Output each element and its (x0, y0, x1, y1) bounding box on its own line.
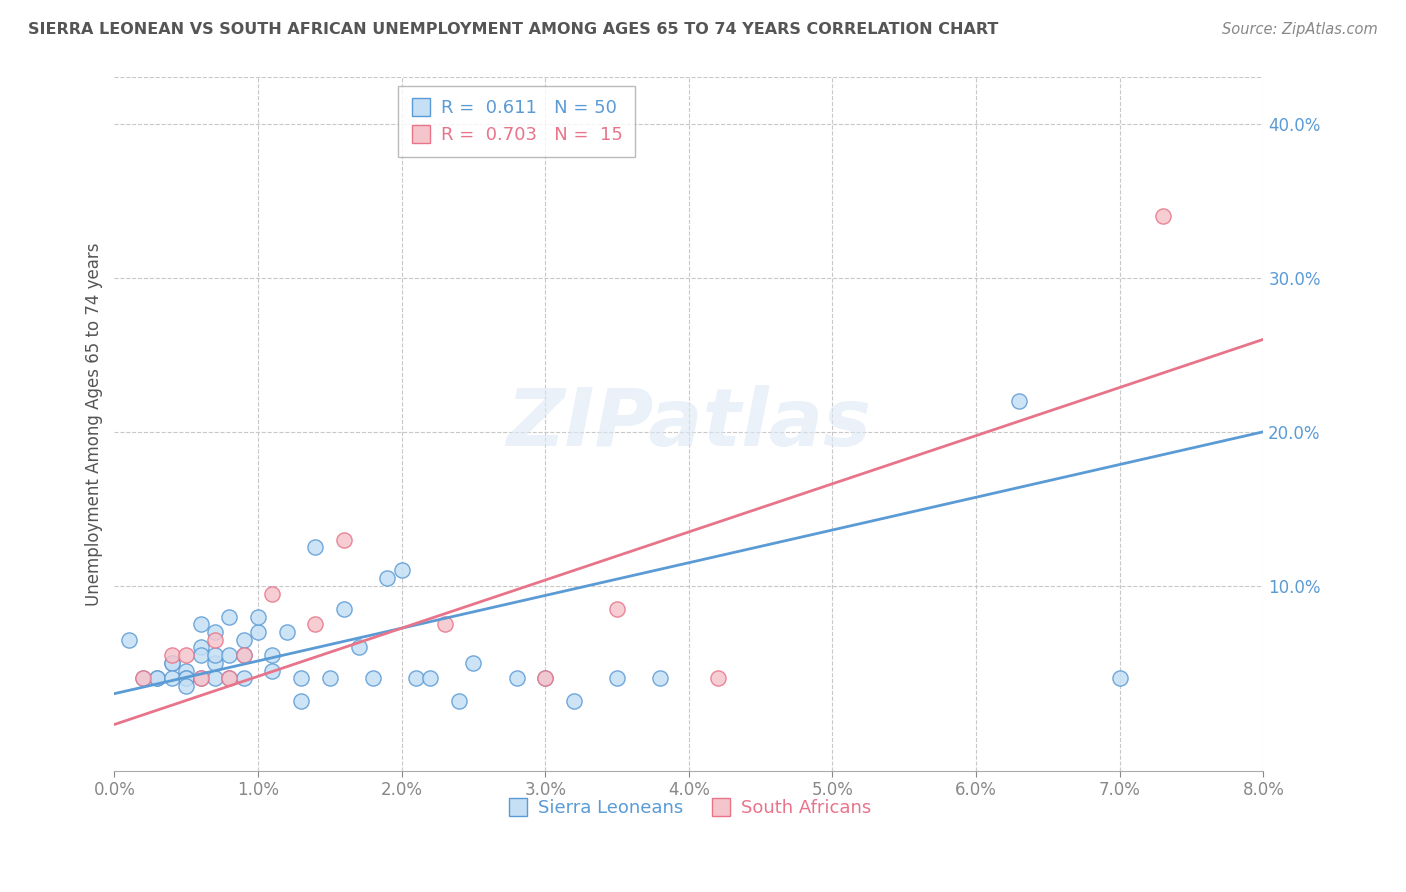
Point (276, 625, 298, 640)
Point (190, 671, 212, 685)
Point (405, 671, 427, 685)
Point (174, 648, 197, 662)
Point (347, 640, 370, 655)
Point (190, 640, 212, 655)
Point (190, 671, 212, 685)
Point (319, 671, 342, 685)
Point (218, 648, 240, 662)
Point (232, 632, 254, 647)
Point (160, 648, 183, 662)
Text: ZIPatlas: ZIPatlas (506, 385, 872, 463)
Point (419, 671, 441, 685)
Point (333, 602, 356, 616)
Legend: Sierra Leoneans, South Africans: Sierra Leoneans, South Africans (499, 791, 879, 824)
Point (132, 671, 155, 685)
Point (304, 541, 326, 555)
Point (232, 648, 254, 662)
Point (174, 671, 197, 685)
Point (218, 671, 240, 685)
Point (146, 671, 169, 685)
Point (204, 648, 226, 662)
Point (505, 671, 527, 685)
Point (304, 617, 326, 632)
Point (160, 671, 183, 685)
Point (218, 609, 240, 624)
Point (463, 656, 485, 670)
Text: SIERRA LEONEAN VS SOUTH AFRICAN UNEMPLOYMENT AMONG AGES 65 TO 74 YEARS CORRELATI: SIERRA LEONEAN VS SOUTH AFRICAN UNEMPLOY… (28, 22, 998, 37)
Point (606, 602, 628, 616)
Point (160, 656, 183, 670)
Point (534, 671, 557, 685)
Point (262, 586, 284, 600)
Point (562, 694, 585, 708)
Point (204, 671, 226, 685)
Point (174, 679, 197, 693)
Point (290, 671, 312, 685)
Point (232, 648, 254, 662)
Point (160, 656, 183, 670)
Y-axis label: Unemployment Among Ages 65 to 74 years: Unemployment Among Ages 65 to 74 years (86, 243, 103, 606)
Point (391, 563, 413, 577)
Point (650, 671, 672, 685)
Point (375, 571, 398, 585)
Point (174, 664, 197, 678)
Point (204, 656, 226, 670)
Point (262, 664, 284, 678)
Point (1008, 394, 1031, 409)
Point (333, 533, 356, 547)
Point (204, 625, 226, 640)
Point (118, 632, 141, 647)
Point (190, 648, 212, 662)
Point (290, 694, 312, 708)
Point (247, 609, 270, 624)
Point (1152, 209, 1174, 223)
Point (606, 671, 628, 685)
Point (232, 671, 254, 685)
Text: Source: ZipAtlas.com: Source: ZipAtlas.com (1222, 22, 1378, 37)
Point (534, 671, 557, 685)
Point (218, 671, 240, 685)
Point (449, 694, 471, 708)
Point (247, 625, 270, 640)
Point (204, 632, 226, 647)
Point (1108, 671, 1130, 685)
Point (174, 671, 197, 685)
Point (190, 617, 212, 632)
Point (361, 671, 384, 685)
Point (132, 671, 155, 685)
Point (706, 671, 728, 685)
Point (262, 648, 284, 662)
Point (146, 671, 169, 685)
Point (433, 617, 456, 632)
